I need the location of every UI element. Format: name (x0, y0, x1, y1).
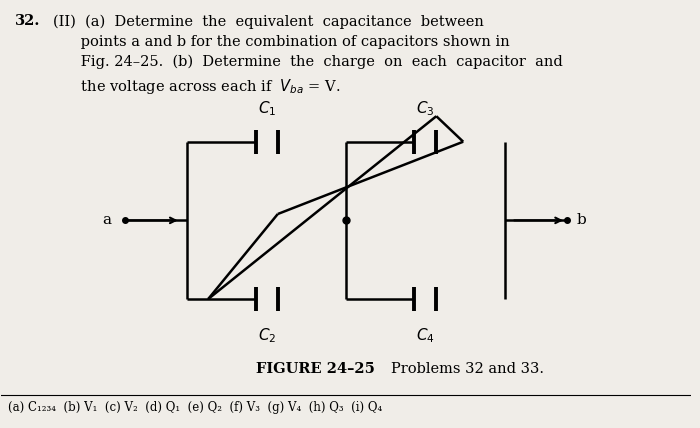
Text: $C_2$: $C_2$ (258, 327, 276, 345)
Text: $C_4$: $C_4$ (416, 327, 435, 345)
Text: (a) C₁₂₃₄  (b) V₁  (c) V₂  (d) Q₁  (e) Q₂  (f) V₃  (g) V₄  (h) Q₃  (i) Q₄: (a) C₁₂₃₄ (b) V₁ (c) V₂ (d) Q₁ (e) Q₂ (f… (8, 401, 382, 414)
Text: FIGURE 24–25: FIGURE 24–25 (256, 362, 375, 376)
Text: a: a (103, 214, 112, 227)
Text: (II)  (a)  Determine  the  equivalent  capacitance  between
      points a and b: (II) (a) Determine the equivalent capaci… (53, 14, 563, 96)
Text: Problems 32 and 33.: Problems 32 and 33. (391, 362, 544, 376)
Text: b: b (577, 214, 587, 227)
Text: $C_3$: $C_3$ (416, 100, 435, 118)
Text: $C_1$: $C_1$ (258, 100, 276, 118)
Text: 32.: 32. (15, 14, 41, 28)
